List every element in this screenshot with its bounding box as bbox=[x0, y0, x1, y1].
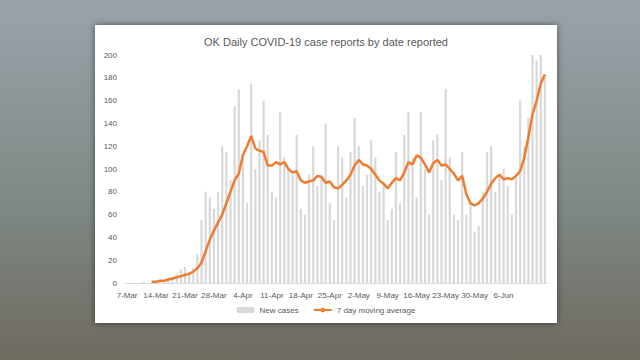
svg-text:4-Apr: 4-Apr bbox=[233, 291, 253, 300]
svg-text:30-May: 30-May bbox=[461, 291, 488, 300]
svg-text:23-May: 23-May bbox=[432, 291, 459, 300]
svg-text:25-Apr: 25-Apr bbox=[318, 291, 342, 300]
svg-text:40: 40 bbox=[108, 233, 117, 242]
svg-text:OK Daily COVID-19 case reports: OK Daily COVID-19 case reports by date r… bbox=[204, 36, 448, 48]
svg-text:New cases: New cases bbox=[260, 306, 299, 315]
svg-text:7 day moving average: 7 day moving average bbox=[337, 306, 416, 315]
svg-text:200: 200 bbox=[104, 51, 118, 60]
svg-text:9-May: 9-May bbox=[377, 291, 399, 300]
svg-text:80: 80 bbox=[108, 187, 117, 196]
svg-text:11-Apr: 11-Apr bbox=[260, 291, 284, 300]
svg-text:7-Mar: 7-Mar bbox=[117, 291, 138, 300]
svg-text:20: 20 bbox=[108, 256, 117, 265]
svg-text:160: 160 bbox=[104, 96, 118, 105]
svg-text:100: 100 bbox=[104, 165, 118, 174]
svg-text:21-Mar: 21-Mar bbox=[172, 291, 198, 300]
svg-text:140: 140 bbox=[104, 119, 118, 128]
svg-text:18-Apr: 18-Apr bbox=[289, 291, 313, 300]
svg-text:14-Mar: 14-Mar bbox=[143, 291, 169, 300]
svg-text:6-Jun: 6-Jun bbox=[494, 291, 514, 300]
svg-text:16-May: 16-May bbox=[403, 291, 430, 300]
svg-text:28-Mar: 28-Mar bbox=[201, 291, 227, 300]
svg-text:180: 180 bbox=[104, 73, 118, 82]
svg-text:2-May: 2-May bbox=[348, 291, 370, 300]
svg-text:120: 120 bbox=[104, 142, 118, 151]
svg-text:60: 60 bbox=[108, 210, 117, 219]
svg-text:0: 0 bbox=[113, 279, 118, 288]
